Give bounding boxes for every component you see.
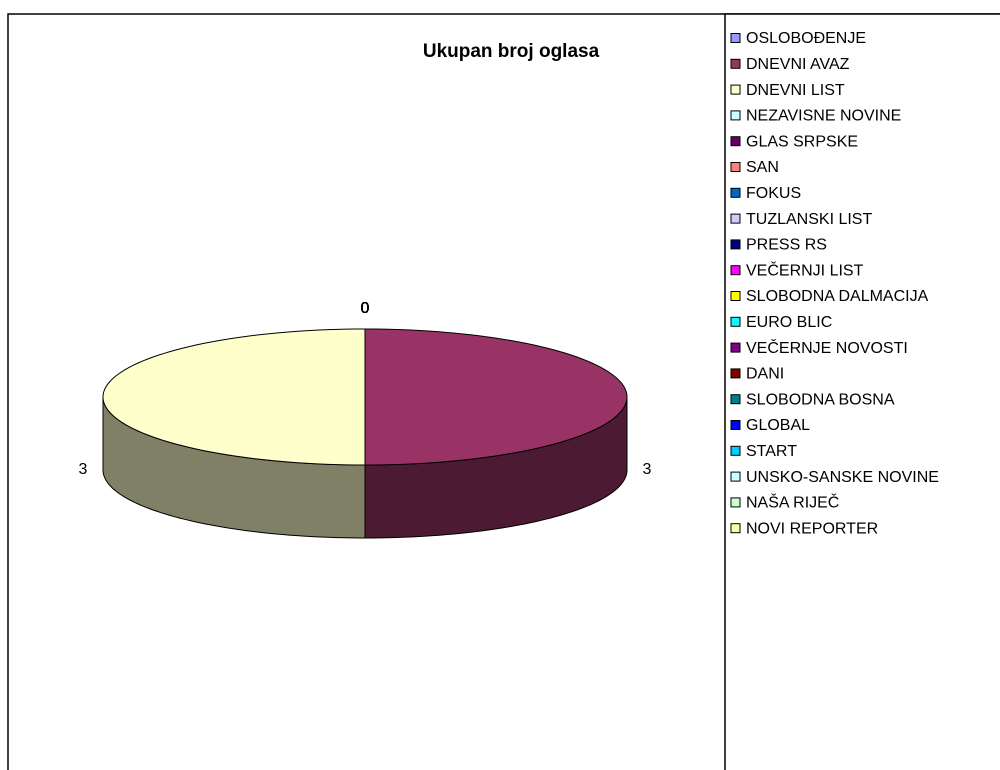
legend-label: EURO BLIC xyxy=(746,314,832,331)
legend-swatch xyxy=(730,420,741,430)
data-label: 0 xyxy=(361,300,370,317)
legend-swatch xyxy=(730,291,741,301)
legend-swatch xyxy=(730,316,741,327)
legend-label: NAŠA RIJEČ xyxy=(746,493,839,512)
data-label: 0 xyxy=(361,300,370,317)
data-label: 0 xyxy=(361,300,370,317)
legend-label: GLAS SRPSKE xyxy=(746,133,858,150)
legend-swatch xyxy=(730,33,741,43)
legend-swatch xyxy=(730,136,741,147)
legend-swatch xyxy=(730,445,741,456)
data-label: 0 xyxy=(361,300,370,317)
legend-label: UNSKO-SANSKE NOVINE xyxy=(746,469,939,486)
legend-swatch xyxy=(730,239,741,250)
legend-label: NEZAVISNE NOVINE xyxy=(746,108,901,125)
legend-swatch xyxy=(730,110,741,121)
data-label: 0 xyxy=(361,300,370,317)
data-label: 0 xyxy=(361,300,370,317)
legend-swatch xyxy=(730,84,741,95)
legend-label: FOKUS xyxy=(746,185,801,202)
data-label: 3 xyxy=(79,461,88,478)
legend-swatch xyxy=(730,265,741,276)
legend-label: SAN xyxy=(746,159,779,176)
legend-label: GLOBAL xyxy=(746,417,810,434)
data-label: 0 xyxy=(361,300,370,317)
data-label: 3 xyxy=(643,461,652,478)
data-label: 0 xyxy=(361,300,370,317)
legend-swatch xyxy=(730,471,741,482)
legend-swatch xyxy=(730,187,741,198)
legend-label: DANI xyxy=(746,366,784,383)
data-label: 0 xyxy=(361,300,370,317)
slice xyxy=(364,328,628,466)
data-label: 0 xyxy=(361,300,370,317)
data-label: 0 xyxy=(361,300,370,317)
legend-label: NOVI REPORTER xyxy=(746,520,878,537)
legend-swatch xyxy=(730,368,741,379)
legend-label: DNEVNI AVAZ xyxy=(746,56,850,73)
legend-swatch xyxy=(730,58,741,69)
data-label: 0 xyxy=(361,300,370,317)
legend-label: START xyxy=(746,443,797,460)
data-label: 0 xyxy=(361,300,370,317)
legend-label: SLOBODNA DALMACIJA xyxy=(746,288,929,305)
chart-title: Ukupan broj oglasa xyxy=(423,41,600,62)
data-label: 0 xyxy=(361,300,370,317)
legend-label: VEČERNJE NOVOSTI xyxy=(746,338,908,357)
legend-swatch xyxy=(730,497,741,508)
legend-label: OSLOBOĐENJE xyxy=(746,30,866,47)
legend-swatch xyxy=(730,213,741,224)
legend-label: DNEVNI LIST xyxy=(746,82,845,99)
slice xyxy=(102,328,366,466)
legend-box xyxy=(724,13,1000,770)
data-label: 0 xyxy=(361,300,370,317)
legend-label: TUZLANSKI LIST xyxy=(746,211,872,228)
data-label: 0 xyxy=(361,300,370,317)
data-label: 0 xyxy=(361,300,370,317)
legend-swatch xyxy=(730,394,741,405)
legend-label: SLOBODNA BOSNA xyxy=(746,391,895,408)
data-label: 0 xyxy=(361,300,370,317)
legend-label: PRESS RS xyxy=(746,237,827,254)
legend-label: VEČERNJI LIST xyxy=(746,260,864,279)
legend-swatch xyxy=(730,523,741,534)
legend-swatch xyxy=(730,342,741,353)
legend-swatch xyxy=(730,162,741,172)
